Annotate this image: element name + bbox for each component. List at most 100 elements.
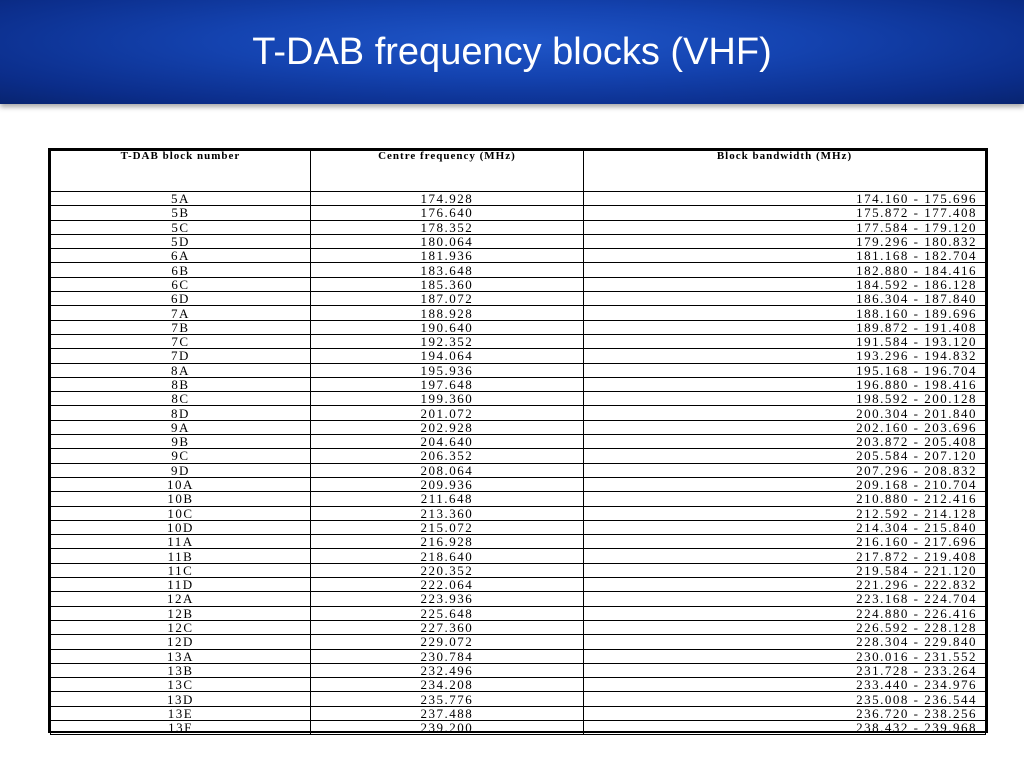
cell-block-number: 6A: [50, 248, 311, 264]
cell-block-bandwidth: 233.440 - 234.976: [582, 677, 987, 693]
cell-block-bandwidth: 193.296 - 194.832: [582, 348, 987, 364]
header-block-bandwidth: Block bandwidth (MHz): [582, 150, 987, 192]
cell-block-number: 11D: [50, 577, 311, 593]
cell-block-number: 6D: [50, 291, 311, 307]
cell-centre-frequency: 232.496: [309, 662, 584, 679]
cell-centre-frequency: 202.928: [309, 419, 584, 436]
table-row: 9C 206.352 205.584 - 207.120: [50, 448, 987, 464]
cell-block-number: 7C: [50, 333, 311, 350]
table-row: 5B 176.640 175.872 - 177.408: [50, 205, 987, 221]
cell-block-number: 5D: [50, 233, 311, 250]
table-row: 9A 202.928 202.160 - 203.696: [50, 419, 987, 436]
cell-block-number: 8C: [50, 391, 311, 407]
cell-block-number: 11C: [50, 562, 311, 579]
cell-block-bandwidth: 230.016 - 231.552: [582, 648, 987, 664]
cell-centre-frequency: 234.208: [309, 677, 584, 693]
cell-block-number: 10B: [50, 491, 311, 507]
cell-block-bandwidth: 236.720 - 238.256: [582, 705, 987, 721]
cell-centre-frequency: 185.360: [309, 276, 584, 293]
cell-block-bandwidth: 203.872 - 205.408: [582, 434, 987, 450]
cell-block-bandwidth: 217.872 - 219.408: [582, 548, 987, 564]
cell-block-number: 13E: [50, 705, 311, 721]
cell-block-number: 7A: [50, 305, 311, 321]
cell-centre-frequency: 223.936: [309, 591, 584, 607]
table-row: 13A 230.784 230.016 - 231.552: [50, 648, 987, 664]
cell-centre-frequency: 239.200: [309, 719, 584, 736]
cell-centre-frequency: 199.360: [309, 391, 584, 407]
cell-block-number: 12C: [50, 619, 311, 636]
cell-block-bandwidth: 212.592 - 214.128: [582, 505, 987, 521]
cell-centre-frequency: 208.064: [309, 462, 584, 478]
cell-block-number: 11A: [50, 534, 311, 550]
frequency-table-container: T-DAB block number Centre frequency (MHz…: [48, 148, 988, 736]
table-row: 6B 183.648 182.880 - 184.416: [50, 262, 987, 278]
cell-block-number: 9D: [50, 462, 311, 478]
cell-block-bandwidth: 214.304 - 215.840: [582, 519, 987, 536]
table-row: 11D 222.064 221.296 - 222.832: [50, 577, 987, 593]
cell-block-bandwidth: 210.880 - 212.416: [582, 491, 987, 507]
cell-block-number: 8B: [50, 376, 311, 393]
cell-block-bandwidth: 189.872 - 191.408: [582, 319, 987, 335]
cell-block-bandwidth: 188.160 - 189.696: [582, 305, 987, 321]
cell-block-number: 10D: [50, 519, 311, 536]
table-row: 13C 234.208 233.440 - 234.976: [50, 677, 987, 693]
cell-block-bandwidth: 207.296 - 208.832: [582, 462, 987, 478]
cell-centre-frequency: 174.928: [309, 190, 584, 207]
cell-block-bandwidth: 175.872 - 177.408: [582, 205, 987, 221]
table-row: 6C 185.360 184.592 - 186.128: [50, 276, 987, 293]
table-row: 11B 218.640 217.872 - 219.408: [50, 548, 987, 564]
cell-block-bandwidth: 195.168 - 196.704: [582, 362, 987, 378]
cell-block-bandwidth: 196.880 - 198.416: [582, 376, 987, 393]
cell-block-number: 13C: [50, 677, 311, 693]
cell-centre-frequency: 178.352: [309, 219, 584, 235]
cell-centre-frequency: 190.640: [309, 319, 584, 335]
cell-block-number: 12D: [50, 634, 311, 650]
cell-block-number: 5B: [50, 205, 311, 221]
cell-block-bandwidth: 235.008 - 236.544: [582, 691, 987, 707]
cell-centre-frequency: 229.072: [309, 634, 584, 650]
table-row: 13B 232.496 231.728 - 233.264: [50, 662, 987, 679]
cell-block-number: 5A: [50, 190, 311, 207]
cell-block-bandwidth: 198.592 - 200.128: [582, 391, 987, 407]
cell-centre-frequency: 204.640: [309, 434, 584, 450]
cell-block-bandwidth: 174.160 - 175.696: [582, 190, 987, 207]
cell-block-bandwidth: 224.880 - 226.416: [582, 605, 987, 621]
table-row: 12A 223.936 223.168 - 224.704: [50, 591, 987, 607]
cell-centre-frequency: 237.488: [309, 705, 584, 721]
header-block-number: T-DAB block number: [50, 150, 311, 192]
cell-block-number: 8D: [50, 405, 311, 421]
table-row: 13F 239.200 238.432 - 239.968: [50, 719, 987, 736]
cell-centre-frequency: 215.072: [309, 519, 584, 536]
cell-centre-frequency: 197.648: [309, 376, 584, 393]
cell-block-bandwidth: 219.584 - 221.120: [582, 562, 987, 579]
cell-centre-frequency: 227.360: [309, 619, 584, 636]
table-row: 12B 225.648 224.880 - 226.416: [50, 605, 987, 621]
cell-block-number: 8A: [50, 362, 311, 378]
cell-block-bandwidth: 179.296 - 180.832: [582, 233, 987, 250]
cell-block-bandwidth: 209.168 - 210.704: [582, 476, 987, 493]
cell-centre-frequency: 201.072: [309, 405, 584, 421]
cell-block-number: 13F: [50, 719, 311, 736]
frequency-table: T-DAB block number Centre frequency (MHz…: [50, 150, 987, 736]
table-row: 8B 197.648 196.880 - 198.416: [50, 376, 987, 393]
table-header-row: T-DAB block number Centre frequency (MHz…: [50, 150, 987, 192]
cell-block-bandwidth: 238.432 - 239.968: [582, 719, 987, 736]
cell-centre-frequency: 216.928: [309, 534, 584, 550]
cell-block-number: 11B: [50, 548, 311, 564]
cell-centre-frequency: 225.648: [309, 605, 584, 621]
table-row: 8C 199.360 198.592 - 200.128: [50, 391, 987, 407]
cell-centre-frequency: 183.648: [309, 262, 584, 278]
cell-block-number: 7B: [50, 319, 311, 335]
slide-title: T-DAB frequency blocks (VHF): [252, 31, 772, 73]
cell-centre-frequency: 209.936: [309, 476, 584, 493]
cell-block-bandwidth: 177.584 - 179.120: [582, 219, 987, 235]
cell-block-number: 13B: [50, 662, 311, 679]
table-row: 5D 180.064 179.296 - 180.832: [50, 233, 987, 250]
table-row: 5C 178.352 177.584 - 179.120: [50, 219, 987, 235]
cell-centre-frequency: 195.936: [309, 362, 584, 378]
cell-centre-frequency: 187.072: [309, 291, 584, 307]
cell-centre-frequency: 181.936: [309, 248, 584, 264]
table-row: 7C 192.352 191.584 - 193.120: [50, 333, 987, 350]
cell-centre-frequency: 176.640: [309, 205, 584, 221]
cell-block-number: 13D: [50, 691, 311, 707]
